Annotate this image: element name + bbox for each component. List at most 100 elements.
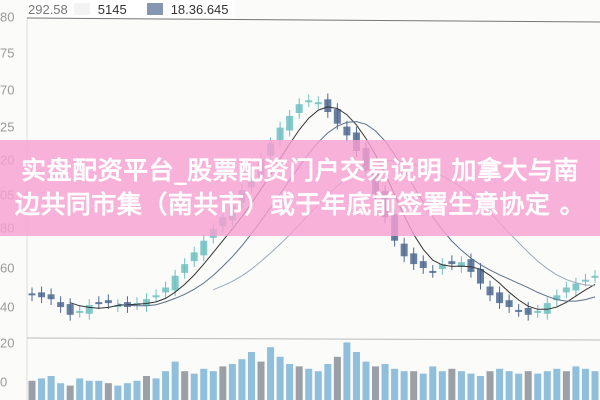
candle-body [553, 295, 561, 301]
candle-body [572, 283, 580, 291]
volume-bars [28, 342, 599, 400]
volume-bar [372, 366, 380, 400]
volume-bar [534, 373, 542, 400]
top-border [26, 17, 600, 23]
candle-body [114, 305, 122, 308]
candle-body [400, 243, 408, 257]
volume-bar [362, 361, 370, 400]
candle-body [343, 126, 351, 136]
candle-body [85, 305, 93, 314]
candle-body [276, 127, 284, 141]
volume-bar [562, 371, 570, 400]
candle-body [410, 253, 418, 265]
volume-bar [419, 373, 427, 400]
volume-bar [209, 371, 217, 400]
candle-body [38, 292, 46, 298]
volume-bar [228, 364, 236, 400]
candle-body [562, 287, 570, 293]
headline-line-2: 边共同市集（南共市）或于年底前签署生意协定 。 [14, 190, 586, 219]
candle-body [162, 287, 170, 293]
candle-body [28, 293, 36, 296]
chart-legend: 292.58 5145 18.36.645 [28, 0, 235, 18]
volume-bar [114, 385, 122, 400]
volume-bar [429, 366, 437, 400]
volume-bar [333, 356, 341, 400]
candle-body [95, 302, 103, 305]
candle-body [181, 264, 189, 273]
candle-body [314, 102, 322, 105]
volume-bar [505, 371, 513, 400]
candle-body [476, 268, 484, 284]
volume-bar [457, 371, 465, 400]
legend-value-1: 292.58 [28, 1, 68, 17]
volume-bar [295, 366, 303, 400]
volume-bar [66, 385, 74, 400]
volume-bar [57, 383, 65, 400]
candle-body [152, 295, 160, 298]
y-axis-label: 25 [0, 119, 15, 135]
volume-bar [391, 368, 399, 400]
candle-body [438, 264, 446, 269]
candle-body [104, 300, 112, 304]
y-axis-label: 40 [0, 299, 15, 315]
candle-body [543, 303, 551, 314]
volume-bar [276, 356, 284, 400]
candle-body [171, 275, 179, 291]
candle-body [534, 310, 542, 313]
volume-bar [181, 371, 189, 400]
candle-body [515, 309, 523, 312]
candle-body [66, 304, 74, 315]
volume-bar [38, 378, 46, 400]
candle-body [286, 115, 294, 131]
y-axis-label: 70 [0, 82, 15, 98]
volume-bar [95, 380, 103, 400]
volume-bar [496, 368, 504, 400]
candle-body [200, 240, 208, 256]
volume-bar [47, 376, 55, 400]
volume-bar [486, 371, 494, 400]
volume-bar [343, 342, 351, 400]
volume-bar [133, 380, 141, 400]
volume-bar [476, 376, 484, 400]
candle-body [429, 270, 437, 273]
candle-body [324, 99, 332, 112]
volume-bar [438, 371, 446, 400]
volume-bar [381, 364, 389, 400]
candle-body [143, 299, 151, 307]
candle-body [467, 259, 475, 272]
candle-body [76, 310, 84, 313]
legend-value-2: 5145 [97, 1, 127, 17]
legend-value-3: 18.36.645 [170, 1, 229, 17]
volume-bar [305, 368, 313, 400]
volume-bar [400, 371, 408, 400]
volume-bar [171, 361, 179, 400]
volume-bar [553, 368, 561, 400]
y-axis-label: 75 [0, 45, 15, 61]
volume-bar [467, 373, 475, 400]
volume-bar [352, 352, 360, 400]
candle-body [524, 307, 532, 315]
candle-body [57, 302, 65, 307]
volume-separator [26, 337, 600, 341]
volume-bar [143, 376, 151, 400]
candle-body [496, 292, 504, 304]
volume-bar [314, 371, 322, 400]
volume-bar [238, 359, 246, 400]
volume-bar [581, 368, 589, 400]
headline-banner: 实盘配资平台_股票配资门户交易说明 加拿大与南 边共同市集（南共市）或于年底前签… [0, 140, 600, 236]
volume-bar [85, 380, 93, 400]
volume-bar [219, 366, 227, 400]
volume-bar [76, 378, 84, 400]
volume-bar [190, 373, 198, 400]
volume-bar [515, 373, 523, 400]
y-axis-label: 60 [0, 260, 15, 276]
candle-body [305, 100, 313, 103]
moving-average-line [117, 121, 596, 307]
candle-body [581, 279, 589, 282]
candle-body [505, 300, 513, 307]
legend-swatch-2 [73, 3, 90, 15]
volume-bar [200, 368, 208, 400]
volume-bar [591, 371, 599, 400]
y-axis-label: 20 [0, 335, 15, 351]
